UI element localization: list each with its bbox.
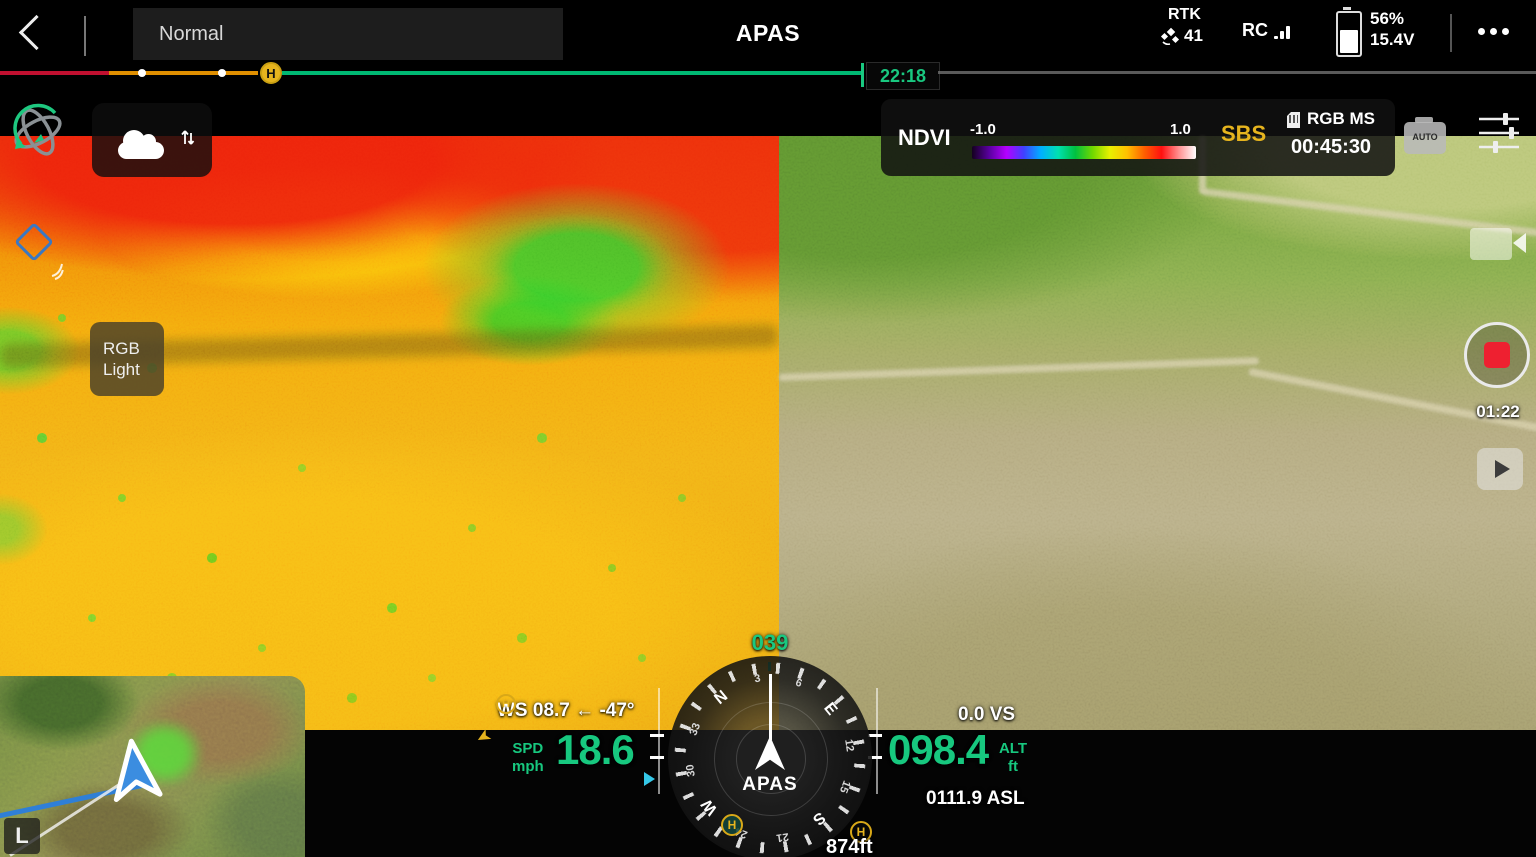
wind-updown-icon — [181, 130, 195, 145]
flight-mode-label: Normal — [159, 22, 224, 45]
altitude-tape-tick — [868, 734, 882, 737]
ndvi-scale-min: -1.0 — [970, 121, 996, 138]
asl-altitude: 0111.9 ASL — [926, 788, 1025, 809]
ndvi-scale-max: 1.0 — [1170, 121, 1191, 138]
timeline-segment-orange[interactable] — [109, 71, 258, 75]
battery-voltage: 15.4V — [1370, 30, 1415, 49]
vs-value: 0.0 — [958, 704, 985, 725]
ndvi-green-speckles — [0, 136, 4, 140]
timeline-segment-green[interactable] — [282, 71, 861, 75]
ndvi-video-pane[interactable] — [0, 136, 780, 732]
ndvi-label: NDVI — [898, 125, 951, 150]
more-menu-button[interactable] — [1478, 28, 1509, 35]
top-bar-divider — [1450, 14, 1452, 52]
battery-status[interactable]: 56% 15.4V — [1336, 7, 1415, 57]
top-bar-divider — [84, 16, 86, 56]
auto-label: AUTO — [1412, 132, 1438, 142]
compass-rose-label: 12 — [842, 738, 856, 753]
sd-card-icon — [1287, 112, 1300, 128]
recording-timecode: 00:45:30 — [1291, 136, 1372, 158]
home-distance-value: 874ft — [826, 836, 873, 857]
cloud-icon — [118, 130, 164, 159]
home-distance-marker: H — [850, 821, 872, 843]
altitude-tape — [876, 688, 878, 794]
timeline-home-marker[interactable]: H — [260, 62, 282, 84]
wind-status: WS 08.7 ← -47° — [497, 700, 635, 722]
ndvi-noise-texture — [0, 136, 779, 732]
sbs-mode-toggle[interactable]: SBS — [1221, 121, 1267, 146]
vs-label: VS — [989, 704, 1016, 725]
speed-label: SPD mph — [512, 740, 544, 775]
timeline-time-remaining[interactable]: 22:18 — [866, 62, 940, 90]
playback-button[interactable] — [1477, 448, 1523, 490]
rtk-label: RTK — [1168, 6, 1201, 23]
play-icon — [1494, 460, 1510, 478]
timeline-segment-red[interactable] — [0, 71, 109, 75]
speed-value: 18.6 — [556, 726, 635, 773]
time-remaining-value: 22:18 — [879, 65, 927, 86]
signal-arcs-icon — [51, 263, 64, 280]
map-expand-corner-button[interactable]: L — [4, 818, 40, 854]
record-elapsed-time: 01:22 — [1476, 402, 1520, 421]
altitude-value: 098.4 — [888, 726, 989, 773]
rgb-light-label-line2: Light — [103, 360, 140, 379]
stream-type-label: RGB MS — [1307, 109, 1375, 128]
compass: N 3 6 E 12 15 S 21 24 W 30 33 APAS H — [668, 656, 872, 857]
record-stop-icon — [1484, 342, 1510, 368]
heading-value: 039 — [751, 630, 789, 655]
aircraft-map-arrow-icon — [113, 738, 163, 802]
timeline-waypoint-dot — [138, 69, 146, 77]
timeline-segment-gray[interactable] — [938, 71, 1536, 74]
altitude-label: ALT ft — [998, 740, 1028, 775]
record-button[interactable] — [1464, 322, 1530, 388]
satellite-count: 41 — [1184, 26, 1203, 45]
compass-mode-label: APAS — [742, 774, 798, 795]
altitude-tape-tick — [868, 756, 882, 759]
ndvi-panel: NDVI -1.0 1.0 SBS RGB MS 00:45:30 — [881, 99, 1395, 176]
rtk-status[interactable]: RTK 41 — [1160, 6, 1240, 46]
camera-auto-mode-button[interactable]: AUTO — [1404, 117, 1446, 154]
page-title: APAS — [735, 20, 801, 46]
rgb-video-pane[interactable] — [778, 136, 1536, 732]
speed-tape-pointer — [644, 772, 655, 786]
rgb-light-label-line1: RGB — [103, 339, 140, 358]
aircraft-needle-stem — [769, 674, 772, 740]
battery-percent: 56% — [1370, 9, 1405, 28]
wind-direction-value: -47° — [599, 700, 635, 721]
rc-label: RC — [1242, 20, 1268, 40]
compass-rose-label: 21 — [775, 830, 790, 844]
wind-speed-value: 08.7 — [532, 700, 570, 721]
compass-home-marker: H — [721, 814, 743, 836]
gimbal-attitude-icon[interactable] — [10, 100, 66, 164]
rc-signal[interactable]: RC — [1242, 20, 1290, 41]
satellite-icon — [1160, 27, 1180, 46]
field-path — [778, 357, 1259, 381]
media-gallery-thumbnail[interactable] — [1470, 228, 1512, 260]
timeline-position-tick — [861, 63, 864, 87]
gallery-collapse-icon[interactable] — [1513, 233, 1526, 253]
timeline-waypoint-dot — [218, 69, 226, 77]
vertical-speed: 0.0 VS — [958, 704, 1015, 726]
speed-tape-tick — [650, 734, 664, 737]
speed-tape — [658, 688, 660, 794]
flight-mode-tab[interactable]: Normal — [133, 8, 563, 60]
rc-signal-bars-icon — [1274, 25, 1290, 41]
battery-icon — [1336, 7, 1362, 57]
camera-settings-sliders-icon[interactable] — [1477, 112, 1523, 154]
compass-rose-label: 3 — [753, 672, 762, 686]
ndvi-gradient-bar — [972, 146, 1196, 159]
wind-direction-arrow-icon: ← — [575, 700, 595, 721]
speed-tape-tick — [650, 756, 664, 759]
rgb-noise-texture — [779, 136, 1536, 732]
minimap[interactable]: L — [0, 676, 305, 857]
weather-widget[interactable] — [92, 103, 212, 177]
rgb-light-source-button[interactable]: RGB Light — [90, 322, 164, 396]
home-point-marker: H — [496, 694, 516, 714]
